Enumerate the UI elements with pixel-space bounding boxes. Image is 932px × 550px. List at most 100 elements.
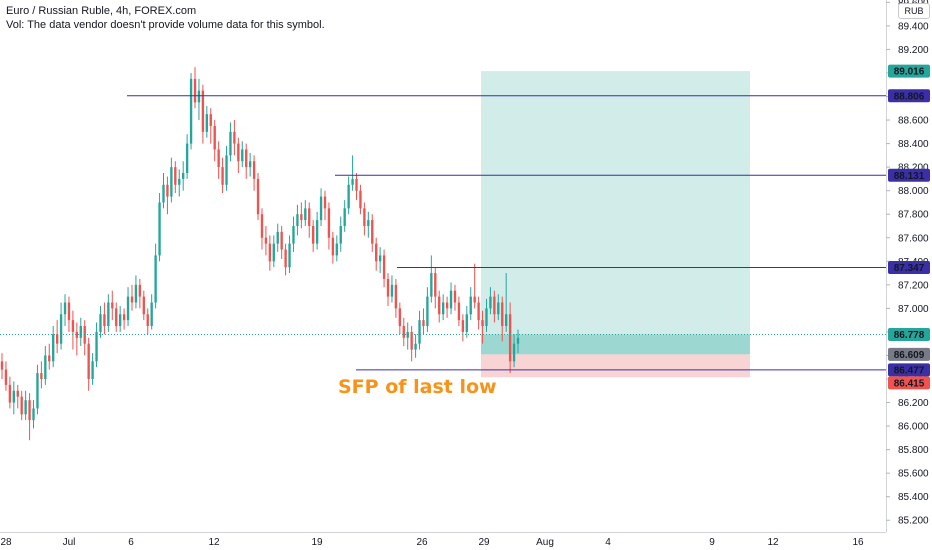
time-axis[interactable]: 28 Jul 6 12 19 26 29 Aug 4 9 12 16: [0, 532, 886, 549]
profit-zone: [481, 71, 750, 355]
price-label-bg: [888, 64, 930, 78]
candle: [410, 326, 413, 362]
candle: [300, 202, 303, 229]
candle-body: [469, 296, 472, 315]
candle-body: [44, 355, 47, 379]
candle-body: [280, 231, 283, 250]
candle: [378, 247, 382, 274]
candle-body: [197, 90, 201, 103]
candle-body: [166, 184, 169, 197]
candle-body: [260, 214, 264, 238]
candle-body: [512, 343, 516, 362]
candle-body: [449, 290, 453, 309]
candle-body: [445, 302, 449, 309]
candle: [174, 161, 177, 194]
candle-body: [493, 296, 496, 315]
y-tick-label: 88.200: [898, 163, 929, 174]
candle: [311, 220, 315, 252]
candle-body: [111, 302, 114, 309]
candle: [28, 393, 31, 441]
candle-body: [55, 334, 59, 344]
candle: [315, 211, 319, 250]
candle: [292, 216, 295, 252]
candle-body: [24, 400, 27, 415]
candle: [209, 108, 212, 144]
candle-body: [284, 249, 287, 268]
symbol-title[interactable]: Euro / Russian Ruble, 4h, FOREX.com: [6, 5, 197, 17]
x-tick-label: 9: [709, 537, 715, 548]
candle-body: [103, 314, 106, 327]
x-tick-label: 6: [128, 537, 134, 548]
price-label-bg: [888, 261, 930, 275]
y-tick-label: 85.200: [898, 516, 929, 527]
candle-body: [52, 334, 55, 362]
candle-body: [371, 220, 374, 244]
candle-body: [4, 369, 8, 385]
position-zones[interactable]: [481, 71, 750, 378]
candle: [284, 243, 287, 276]
candle: [461, 314, 465, 342]
horizontal-levels[interactable]: [0, 95, 886, 371]
candlestick-series[interactable]: [0, 67, 520, 441]
candle: [99, 306, 102, 338]
price-axis[interactable]: 85.200 85.400 85.600 85.800 86.000 86.200 86.4…: [886, 0, 932, 550]
candle: [201, 84, 205, 144]
candle: [48, 343, 51, 370]
candle: [335, 235, 338, 262]
chart-legend: Euro / Russian Ruble, 4h, FOREX.com Vol:…: [6, 4, 325, 32]
y-tick-label: 87.800: [898, 210, 929, 221]
candle: [107, 294, 110, 332]
candle: [438, 290, 441, 323]
candle: [304, 200, 307, 226]
candle: [252, 155, 256, 191]
candle: [268, 235, 272, 271]
candle: [16, 384, 19, 409]
price-label-bg: [888, 328, 930, 342]
candle: [331, 231, 335, 264]
candle: [493, 290, 496, 323]
candle-body: [32, 408, 35, 421]
candle: [142, 290, 145, 321]
candle-body: [394, 284, 398, 309]
candle: [406, 322, 409, 350]
x-tick-label: 29: [478, 537, 490, 548]
candle: [386, 273, 390, 307]
candle: [233, 120, 236, 156]
candle: [398, 302, 402, 335]
candle-body: [351, 178, 354, 185]
candle-body: [398, 308, 402, 327]
x-tick-label: 26: [416, 537, 428, 548]
candle-body: [438, 296, 441, 315]
candle-body: [296, 214, 299, 226]
price-axis-labels: 89.016 88.806 88.131 87.347 86.778 86.609 86.4…: [888, 64, 930, 390]
candle: [426, 287, 429, 332]
candle: [363, 202, 366, 236]
candle: [308, 202, 311, 238]
y-tick-label: 89.400: [898, 21, 929, 32]
filled-profit-zone: [481, 334, 750, 355]
candle-body: [95, 331, 98, 362]
candle: [12, 381, 15, 415]
candle: [343, 200, 346, 232]
candle: [418, 310, 421, 350]
candle-body: [339, 225, 342, 244]
candle: [59, 302, 63, 350]
candle-body: [505, 314, 508, 327]
y-tick-label: 87.200: [898, 280, 929, 291]
candle: [118, 306, 122, 332]
candle-body: [248, 161, 252, 168]
candle-body: [193, 78, 197, 103]
candle-body: [430, 273, 433, 297]
candle-body: [99, 314, 102, 332]
candle: [473, 263, 476, 309]
candle-body: [355, 178, 358, 191]
candle-body: [473, 296, 476, 303]
candle: [225, 145, 228, 191]
candle-body: [414, 343, 417, 350]
currency-badge[interactable]: RUB: [898, 3, 930, 19]
y-tick-label: 89.200: [898, 45, 929, 56]
candle-body: [162, 184, 165, 203]
candle-body: [130, 296, 134, 303]
candle-body: [390, 284, 394, 297]
